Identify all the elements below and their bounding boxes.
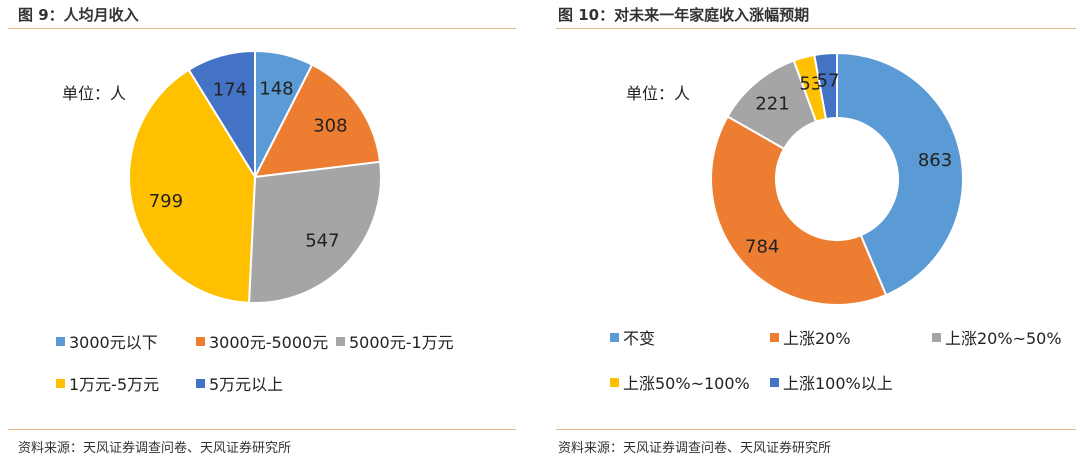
legend-swatch	[336, 336, 345, 346]
unit-label: 单位：人	[626, 84, 691, 103]
data-label-3: 221	[755, 94, 789, 115]
slice-3	[247, 160, 382, 304]
data-label-4: 53	[799, 73, 822, 94]
legend-item-3: 5000元-1万元	[336, 329, 454, 353]
data-label-3: 547	[305, 231, 339, 252]
legend-item-4: 上涨50%~100%	[610, 370, 750, 394]
right-chart-panel: 图 10：对未来一年家庭收入涨幅预期 单位：人 863 784 221 53 57 不变…	[548, 0, 1080, 461]
source-note: 资料来源：天风证券调查问卷、天风证券研究所	[18, 441, 292, 456]
income-pie-chart: 148 308 547 799 174	[128, 49, 382, 304]
data-label-4: 799	[149, 191, 183, 212]
legend-swatch	[932, 332, 941, 342]
legend-label: 1万元-5万元	[69, 375, 160, 394]
chart-title: 图 10：对未来一年家庭收入涨幅预期	[558, 6, 810, 24]
legend-item-1: 3000元以下	[56, 329, 158, 353]
legend-label: 5万元以上	[209, 375, 284, 394]
legend-label: 5000元-1万元	[349, 333, 454, 352]
legend-item-5: 上涨100%以上	[770, 370, 893, 394]
legend-item-4: 1万元-5万元	[56, 371, 159, 395]
data-label-1: 863	[918, 150, 952, 171]
legend-label: 上涨20%~50%	[945, 329, 1062, 348]
title-divider	[556, 28, 1076, 29]
slice-5	[187, 49, 256, 181]
data-label-2: 784	[745, 236, 779, 257]
legend-swatch	[56, 378, 65, 388]
unit-label: 单位：人	[62, 84, 127, 103]
source-divider	[556, 429, 1076, 430]
data-label-2: 308	[313, 115, 347, 136]
slice-2	[253, 63, 382, 179]
legend-label: 上涨50%~100%	[623, 374, 750, 393]
legend-item-3: 上涨20%~50%	[932, 325, 1062, 349]
slice-2	[710, 115, 888, 306]
legend-label: 3000元以下	[69, 333, 158, 352]
legend-label: 上涨20%	[783, 329, 851, 348]
legend-swatch	[610, 377, 619, 387]
slice-5	[813, 51, 838, 121]
legend-swatch	[770, 377, 779, 387]
legend-swatch	[196, 378, 205, 388]
legend-item-1: 不变	[610, 325, 655, 349]
legend-label: 上涨100%以上	[783, 374, 893, 393]
legend-item-5: 5万元以上	[196, 371, 283, 395]
legend-swatch	[770, 332, 779, 342]
chart-title: 图 9：人均月收入	[18, 6, 139, 24]
source-note: 资料来源：天风证券调查问卷、天风证券研究所	[558, 441, 832, 456]
legend-label: 不变	[623, 329, 656, 348]
legend-swatch	[196, 336, 205, 346]
data-label-1: 148	[259, 79, 293, 100]
left-chart-panel: 图 9：人均月收入 单位：人 148 308 547 799 174 3000元以下 30…	[0, 0, 520, 461]
title-divider	[8, 28, 516, 29]
slice-4	[128, 68, 257, 304]
legend-item-2: 上涨20%	[770, 325, 851, 349]
legend-swatch	[610, 332, 619, 342]
legend-swatch	[56, 336, 65, 346]
data-label-5: 57	[817, 70, 840, 91]
legend-item-2: 3000元-5000元	[196, 329, 328, 353]
legend-label: 3000元-5000元	[209, 333, 329, 352]
slice-1	[836, 51, 964, 297]
source-divider	[8, 429, 516, 430]
data-label-5: 174	[213, 79, 247, 100]
